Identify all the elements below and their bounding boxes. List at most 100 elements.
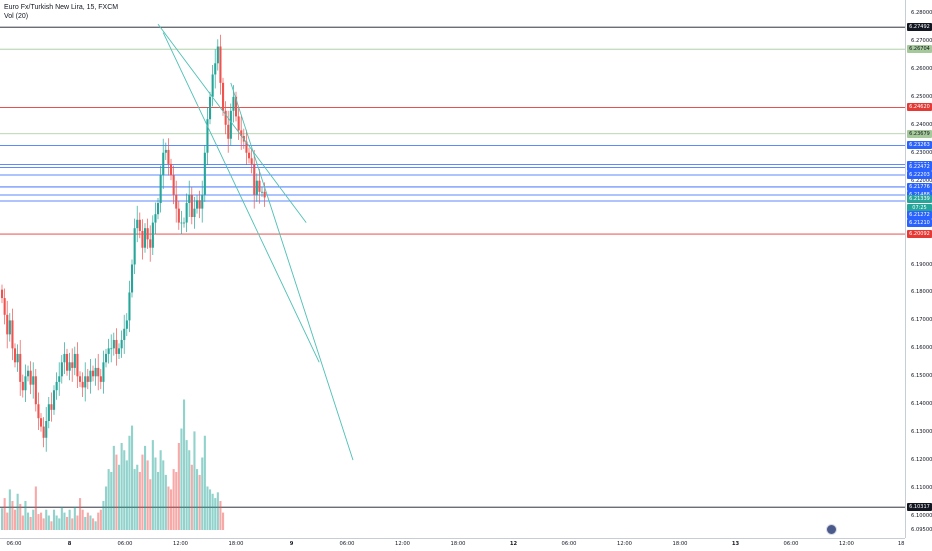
chart-legend: Euro Fx/Turkish New Lira, 15, FXCM Vol (… (4, 3, 118, 21)
price-level-tag: 6.21488 (907, 190, 932, 199)
candle-body (102, 362, 105, 382)
candle-body (92, 370, 95, 377)
candle-body (263, 191, 266, 198)
price-tick-label: 6.09500 (911, 527, 932, 533)
candle-body (115, 339, 118, 354)
trendline (230, 82, 354, 461)
volume-bar (92, 518, 95, 530)
candle-body (128, 292, 131, 321)
volume-bar (201, 457, 204, 530)
candle-body (227, 124, 230, 139)
volume-bar (71, 518, 74, 530)
candle-body (66, 353, 69, 371)
volume-bar (14, 509, 17, 530)
volume-bar (120, 443, 123, 530)
time-tick-label: 18: (897, 541, 905, 547)
price-tick-label: 6.28000 (911, 9, 932, 16)
candle-body (180, 222, 183, 224)
price-level-tag: 6.20092 (907, 230, 932, 239)
volume-bar (60, 506, 63, 530)
candle-body (118, 348, 121, 354)
candle-body (203, 152, 206, 195)
volume-bar (47, 515, 50, 530)
volume-bar (110, 472, 113, 530)
volume-bar (196, 469, 199, 530)
volume-bar (149, 479, 152, 530)
candle-body (159, 175, 162, 204)
candle-body (123, 328, 126, 340)
candle-body (250, 158, 253, 164)
time-tick-label: 13 (731, 541, 740, 547)
candle-body (261, 191, 264, 193)
volume-bar (3, 498, 6, 530)
candle-body (185, 203, 188, 223)
candle-body (136, 219, 139, 229)
volume-bar (97, 512, 100, 530)
candle-body (219, 46, 222, 83)
volume-bar (131, 425, 134, 530)
price-tick-label: 6.23000 (911, 149, 932, 156)
volume-bar (175, 472, 178, 530)
volume-bar (32, 509, 35, 530)
time-tick-label: 9 (289, 541, 294, 547)
price-tick-label: 6.15000 (911, 373, 932, 380)
trendline (162, 32, 320, 363)
volume-bar (141, 454, 144, 530)
volume-bar (180, 428, 183, 530)
candle-body (198, 200, 201, 209)
volume-bar (68, 509, 71, 530)
price-chart[interactable] (0, 0, 905, 538)
volume-bar (105, 486, 108, 530)
volume-bar (55, 515, 58, 530)
volume-bar (198, 474, 201, 530)
candle-body (37, 404, 40, 419)
candle-body (253, 163, 256, 195)
time-tick-label: 18:00 (228, 541, 244, 547)
candle-body (206, 119, 209, 153)
candle-body (45, 421, 48, 438)
volume-bar (128, 435, 131, 530)
candle-body (107, 348, 110, 354)
volume-bar (99, 509, 102, 530)
volume-bar (216, 492, 219, 530)
candle-body (50, 404, 53, 410)
volume-bar (58, 518, 61, 530)
candle-body (131, 264, 134, 293)
candle-body (235, 96, 238, 117)
volume-bar (6, 512, 9, 530)
price-tick-label: 6.11000 (911, 485, 932, 492)
volume-bar (123, 450, 126, 530)
candle-body (40, 418, 43, 427)
candle-body (149, 239, 152, 248)
time-tick-label: 06:00 (6, 541, 22, 547)
candle-body (97, 367, 100, 377)
candle-body (19, 353, 22, 382)
candle-body (248, 152, 251, 159)
time-tick-label: 8 (67, 541, 72, 547)
volume-bar (86, 512, 89, 530)
price-axis[interactable]: 6.28000 6.27000 6.26000 6.25000 6.24000 6.230… (905, 0, 932, 538)
candle-body (24, 376, 27, 391)
candle-body (94, 367, 97, 377)
price-tick-label: 6.22000 (911, 177, 932, 184)
volume-bar (125, 460, 128, 530)
volume-bar (183, 399, 186, 530)
time-axis[interactable]: 06:00 8 06:00 12:00 18:00 9 06:00 12:00 18:00 12 0… (0, 538, 905, 551)
volume-bar (162, 460, 165, 530)
candle-body (79, 376, 82, 382)
candle-body (105, 353, 108, 363)
replay-indicator-icon[interactable] (826, 524, 837, 535)
candle-body (229, 110, 232, 139)
volume-bar (185, 440, 188, 530)
chart-pane[interactable]: Euro Fx/Turkish New Lira, 15, FXCM Vol (… (0, 0, 905, 538)
candle-body (112, 339, 115, 349)
volume-bar (167, 486, 170, 530)
volume-bar (63, 512, 66, 530)
volume-bar (40, 512, 43, 530)
candle-body (209, 96, 212, 120)
volume-bar (73, 506, 76, 530)
candle-body (16, 353, 19, 363)
volume-bar (42, 518, 45, 530)
volume-bar (209, 489, 212, 530)
volume-bar (133, 469, 136, 530)
